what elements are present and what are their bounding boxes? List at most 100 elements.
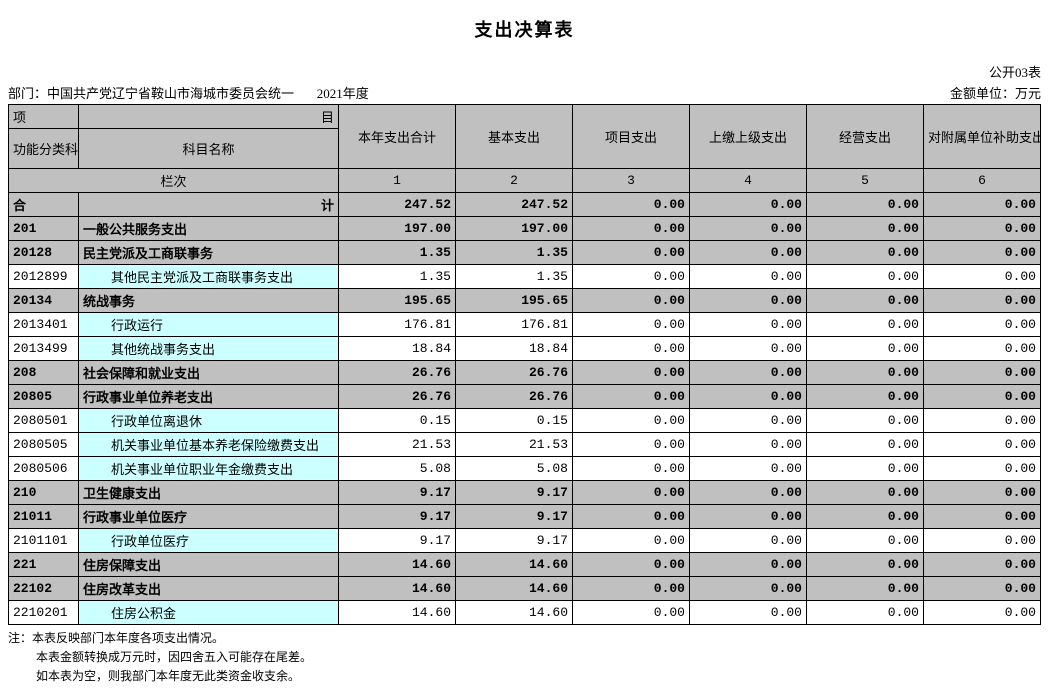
row-c3: 0.00 [573, 553, 690, 577]
coln-2: 2 [456, 169, 573, 193]
row-c4: 0.00 [690, 601, 807, 625]
row-c3: 0.00 [573, 505, 690, 529]
table-row: 22102住房改革支出14.6014.600.000.000.000.00 [9, 577, 1041, 601]
row-c6: 0.00 [924, 529, 1041, 553]
row-c2: 176.81 [456, 313, 573, 337]
row-c3: 0.00 [573, 409, 690, 433]
hdr-c2: 基本支出 [456, 105, 573, 169]
row-c4: 0.00 [690, 529, 807, 553]
row-c2: 9.17 [456, 505, 573, 529]
row-c3: 0.00 [573, 481, 690, 505]
row-c1: 14.60 [339, 601, 456, 625]
row-c5: 0.00 [807, 577, 924, 601]
row-c3: 0.00 [573, 337, 690, 361]
row-c1: 176.81 [339, 313, 456, 337]
row-c4: 0.00 [690, 337, 807, 361]
row-name: 卫生健康支出 [79, 481, 339, 505]
row-name: 住房改革支出 [79, 577, 339, 601]
row-code: 20805 [9, 385, 79, 409]
row-c5: 0.00 [807, 313, 924, 337]
row-c4: 0.00 [690, 481, 807, 505]
row-name: 行政单位医疗 [79, 529, 339, 553]
hdr-c3: 项目支出 [573, 105, 690, 169]
row-c6: 0.00 [924, 241, 1041, 265]
row-name: 住房公积金 [79, 601, 339, 625]
row-code: 2080505 [9, 433, 79, 457]
row-c3: 0.00 [573, 313, 690, 337]
table-row: 20805行政事业单位养老支出26.7626.760.000.000.000.0… [9, 385, 1041, 409]
dept-prefix: 部门： [8, 86, 47, 101]
row-c3: 0.00 [573, 241, 690, 265]
row-c6: 0.00 [924, 313, 1041, 337]
row-c2: 14.60 [456, 553, 573, 577]
row-c3: 0.00 [573, 289, 690, 313]
meta-row-2: 部门：中国共产党辽宁省鞍山市海城市委员会统一 2021年度 金额单位：万元 [8, 83, 1041, 102]
row-c5: 0.00 [807, 361, 924, 385]
coln-6: 6 [924, 169, 1041, 193]
row-name: 行政事业单位养老支出 [79, 385, 339, 409]
row-name: 统战事务 [79, 289, 339, 313]
row-c3: 0.00 [573, 385, 690, 409]
row-c6: 0.00 [924, 433, 1041, 457]
total-c6: 0.00 [924, 193, 1041, 217]
row-c1: 5.08 [339, 457, 456, 481]
row-c5: 0.00 [807, 433, 924, 457]
row-code: 2080501 [9, 409, 79, 433]
table-row: 2080505机关事业单位基本养老保险缴费支出21.5321.530.000.0… [9, 433, 1041, 457]
row-c2: 195.65 [456, 289, 573, 313]
row-c6: 0.00 [924, 601, 1041, 625]
row-c5: 0.00 [807, 409, 924, 433]
row-code: 20134 [9, 289, 79, 313]
row-c6: 0.00 [924, 553, 1041, 577]
row-c6: 0.00 [924, 289, 1041, 313]
table-row: 2080501行政单位离退休0.150.150.000.000.000.00 [9, 409, 1041, 433]
row-c3: 0.00 [573, 529, 690, 553]
row-c1: 9.17 [339, 529, 456, 553]
row-code: 208 [9, 361, 79, 385]
row-name: 机关事业单位基本养老保险缴费支出 [79, 433, 339, 457]
row-c6: 0.00 [924, 217, 1041, 241]
row-c2: 26.76 [456, 361, 573, 385]
table-row: 2013499其他统战事务支出18.8418.840.000.000.000.0… [9, 337, 1041, 361]
row-c4: 0.00 [690, 457, 807, 481]
row-name: 其他统战事务支出 [79, 337, 339, 361]
row-c1: 26.76 [339, 361, 456, 385]
table-body: 合 计 247.52 247.52 0.00 0.00 0.00 0.00 20… [9, 193, 1041, 625]
row-c5: 0.00 [807, 385, 924, 409]
row-c6: 0.00 [924, 409, 1041, 433]
row-name: 民主党派及工商联事务 [79, 241, 339, 265]
year: 2021年度 [317, 86, 369, 101]
row-c2: 18.84 [456, 337, 573, 361]
row-c6: 0.00 [924, 577, 1041, 601]
heji-l: 合 [9, 193, 79, 217]
coln-1: 1 [339, 169, 456, 193]
hdr-c1: 本年支出合计 [339, 105, 456, 169]
row-c1: 26.76 [339, 385, 456, 409]
hdr-c4: 上缴上级支出 [690, 105, 807, 169]
table-row: 2101101行政单位医疗9.179.170.000.000.000.00 [9, 529, 1041, 553]
table-row: 21011行政事业单位医疗9.179.170.000.000.000.00 [9, 505, 1041, 529]
table-row: 2080506机关事业单位职业年金缴费支出5.085.080.000.000.0… [9, 457, 1041, 481]
expenditure-table: 项 目 本年支出合计 基本支出 项目支出 上缴上级支出 经营支出 对附属单位补助… [8, 104, 1041, 625]
row-code: 21011 [9, 505, 79, 529]
row-c5: 0.00 [807, 241, 924, 265]
row-c4: 0.00 [690, 577, 807, 601]
total-c5: 0.00 [807, 193, 924, 217]
row-c4: 0.00 [690, 409, 807, 433]
hdr-code: 功能分类科目编码 [9, 129, 79, 169]
row-c1: 197.00 [339, 217, 456, 241]
unit: 金额单位：万元 [950, 83, 1041, 102]
row-c1: 1.35 [339, 241, 456, 265]
row-c5: 0.00 [807, 529, 924, 553]
total-c4: 0.00 [690, 193, 807, 217]
hdr-c5: 经营支出 [807, 105, 924, 169]
coln-4: 4 [690, 169, 807, 193]
table-row: 2210201住房公积金14.6014.600.000.000.000.00 [9, 601, 1041, 625]
row-c5: 0.00 [807, 481, 924, 505]
total-c3: 0.00 [573, 193, 690, 217]
row-c1: 9.17 [339, 481, 456, 505]
table-row: 20128民主党派及工商联事务1.351.350.000.000.000.00 [9, 241, 1041, 265]
coln-5: 5 [807, 169, 924, 193]
row-code: 201 [9, 217, 79, 241]
row-c2: 14.60 [456, 601, 573, 625]
